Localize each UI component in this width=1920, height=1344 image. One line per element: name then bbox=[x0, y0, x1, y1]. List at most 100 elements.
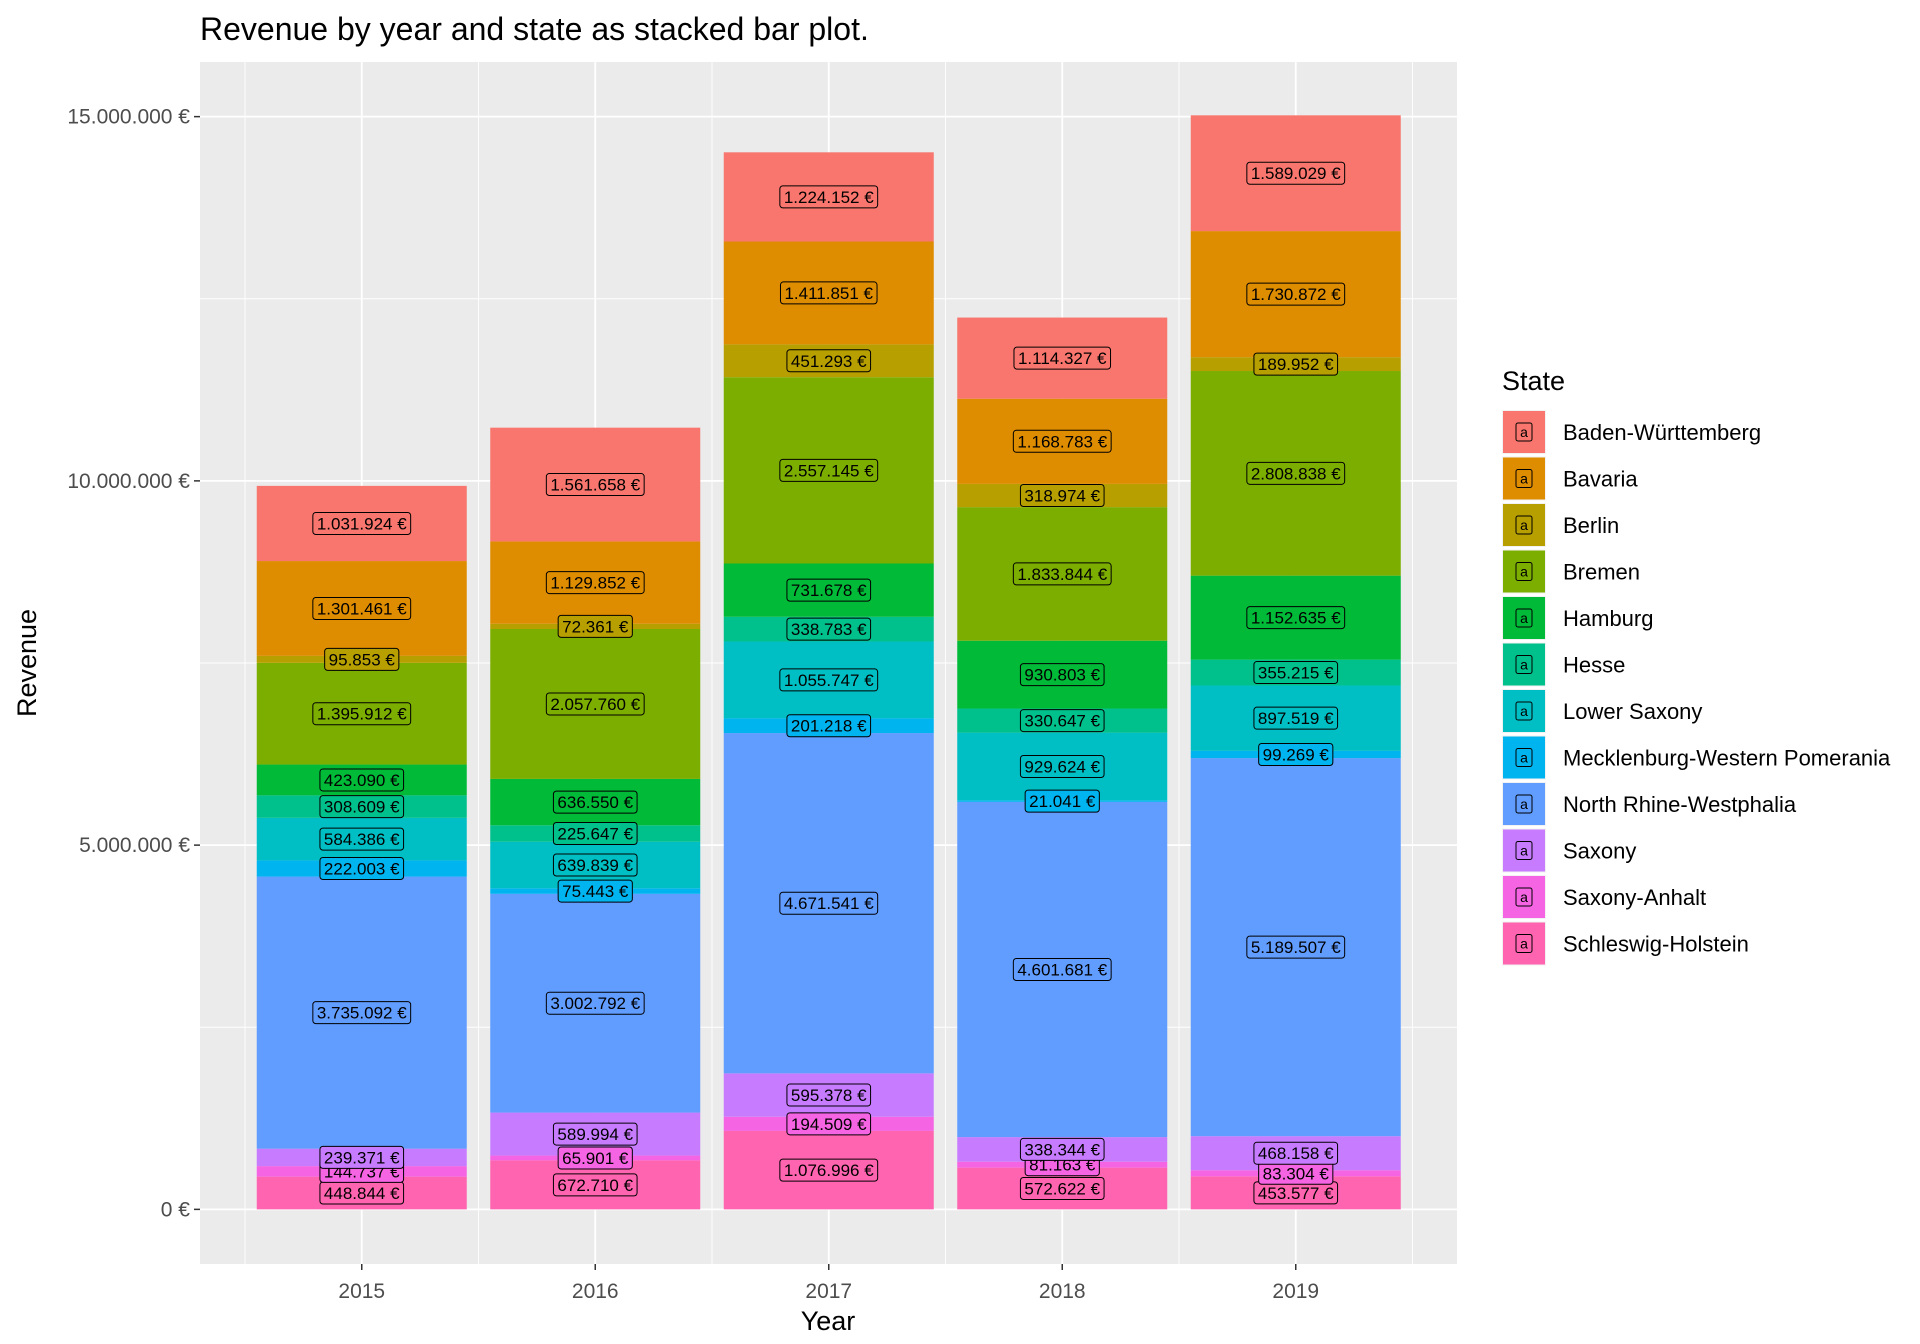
data-label-text: 3.735.092 € bbox=[317, 1004, 407, 1023]
legend-item: a Baden-Württemberg bbox=[1502, 410, 1761, 454]
data-label-text: 1.114.327 € bbox=[1018, 349, 1107, 368]
legend-key-label-box bbox=[1515, 934, 1533, 953]
x-tick-label: 2015 bbox=[338, 1280, 385, 1303]
data-label-text: 1.129.852 € bbox=[550, 574, 640, 593]
data-label-box bbox=[557, 879, 633, 903]
data-label-box bbox=[552, 790, 638, 814]
data-label-text: 672.710 € bbox=[557, 1176, 633, 1195]
data-label-box bbox=[779, 458, 879, 482]
data-label-text: 2.057.760 € bbox=[550, 695, 640, 714]
data-label-box bbox=[786, 617, 872, 641]
data-label-box bbox=[319, 795, 405, 819]
data-label: 453.577 € bbox=[1253, 1181, 1339, 1205]
legend-label: Lower Saxony bbox=[1563, 699, 1702, 724]
data-label: 929.624 € bbox=[1019, 754, 1105, 778]
legend-label: Hesse bbox=[1563, 653, 1625, 678]
data-label-box bbox=[786, 349, 872, 373]
data-label-box bbox=[1012, 429, 1112, 453]
data-label-box bbox=[779, 185, 879, 209]
data-label: 72.361 € bbox=[557, 614, 633, 638]
legend-key-label-box bbox=[1515, 515, 1533, 535]
data-label-box bbox=[319, 1145, 405, 1169]
axes: 0 € 5.000.000 € 10.000.000 € 15.000.000 € 20… bbox=[67, 106, 1319, 1303]
data-label-box bbox=[1258, 742, 1334, 766]
legend-item: a Saxony bbox=[1502, 828, 1636, 873]
data-label-text: 1.561.658 € bbox=[550, 476, 640, 495]
y-axis-title: Revenue bbox=[12, 609, 42, 717]
data-label: 1.730.872 € bbox=[1246, 282, 1346, 306]
legend-key-label-box bbox=[1515, 748, 1533, 767]
data-label: 330.647 € bbox=[1019, 709, 1105, 733]
data-label-box bbox=[1012, 957, 1112, 981]
data-label-text: 318.974 € bbox=[1024, 487, 1100, 506]
data-label-text: 1.833.844 € bbox=[1017, 565, 1107, 584]
data-label: 318.974 € bbox=[1019, 484, 1105, 508]
data-label-box bbox=[1019, 1177, 1105, 1201]
data-label-text: 65.901 € bbox=[562, 1149, 629, 1168]
data-label-box bbox=[319, 768, 405, 792]
x-tick-label: 2019 bbox=[1272, 1280, 1319, 1303]
legend-label: Baden-Württemberg bbox=[1563, 420, 1761, 445]
legend-key-glyph: a bbox=[1520, 564, 1528, 580]
legend-key-swatch bbox=[1503, 736, 1545, 779]
legend-item: a Bavaria bbox=[1502, 456, 1638, 501]
data-label: 4.601.681 € bbox=[1012, 957, 1112, 981]
legend-key-swatch bbox=[1503, 411, 1545, 453]
data-label-text: 21.041 € bbox=[1029, 792, 1096, 811]
x-tick-label: 2018 bbox=[1039, 1280, 1086, 1303]
data-label-box bbox=[1012, 562, 1112, 586]
legend-item: a Mecklenburg-Western Pomerania bbox=[1502, 735, 1891, 780]
data-label-box bbox=[779, 668, 879, 692]
data-label-text: 423.090 € bbox=[324, 771, 400, 790]
legend-key-swatch bbox=[1503, 876, 1545, 918]
legend-label: North Rhine-Westphalia bbox=[1563, 792, 1797, 817]
data-label-text: 589.994 € bbox=[557, 1125, 633, 1144]
data-label: 595.378 € bbox=[786, 1083, 872, 1107]
data-label: 930.803 € bbox=[1019, 663, 1105, 687]
data-label-text: 201.218 € bbox=[791, 717, 867, 736]
data-label-text: 75.443 € bbox=[562, 882, 629, 901]
data-label: 1.055.747 € bbox=[779, 668, 879, 692]
data-label: 3.735.092 € bbox=[312, 1001, 412, 1025]
data-label-text: 2.808.838 € bbox=[1251, 464, 1341, 483]
data-label-box bbox=[312, 511, 412, 535]
data-label-box bbox=[786, 1112, 872, 1136]
legend-label: Mecklenburg-Western Pomerania bbox=[1563, 746, 1891, 771]
data-label-box bbox=[1019, 663, 1105, 687]
data-label-box bbox=[319, 827, 405, 851]
data-label: 308.609 € bbox=[319, 795, 405, 819]
legend-label: Hamburg bbox=[1563, 606, 1653, 631]
data-label-text: 308.609 € bbox=[324, 798, 400, 817]
data-label: 589.994 € bbox=[552, 1122, 638, 1146]
data-label-text: 636.550 € bbox=[557, 793, 633, 812]
legend-key-label-box bbox=[1515, 841, 1533, 860]
legend-key-label-box bbox=[1515, 701, 1533, 721]
data-label-box bbox=[1019, 484, 1105, 508]
data-label-text: 1.152.635 € bbox=[1251, 609, 1341, 628]
legend-key-swatch bbox=[1503, 504, 1545, 546]
y-tick-label: 5.000.000 € bbox=[79, 834, 190, 857]
data-label-text: 584.386 € bbox=[324, 830, 400, 849]
legend-key-glyph: a bbox=[1520, 424, 1528, 440]
data-label-box bbox=[1253, 706, 1339, 730]
data-label-text: 468.158 € bbox=[1258, 1144, 1334, 1163]
data-label: 451.293 € bbox=[786, 349, 872, 373]
data-label-text: 4.601.681 € bbox=[1017, 960, 1107, 979]
data-label: 1.152.635 € bbox=[1246, 606, 1346, 630]
legend-key-swatch bbox=[1503, 457, 1545, 500]
data-label: 1.114.327 € bbox=[1013, 346, 1112, 370]
data-label: 75.443 € bbox=[557, 879, 633, 903]
data-label-text: 189.952 € bbox=[1258, 355, 1334, 374]
data-label: 338.783 € bbox=[786, 617, 872, 641]
data-label-text: 5.189.507 € bbox=[1251, 938, 1341, 957]
data-label: 1.168.783 € bbox=[1012, 429, 1112, 453]
data-label-text: 330.647 € bbox=[1024, 712, 1100, 731]
data-label: 672.710 € bbox=[552, 1173, 638, 1197]
x-tick-label: 2016 bbox=[572, 1280, 619, 1303]
legend-key-glyph: a bbox=[1520, 936, 1528, 952]
legend-item: a Hesse bbox=[1502, 642, 1625, 687]
data-label-box bbox=[1013, 346, 1112, 370]
legend-key-glyph: a bbox=[1520, 703, 1528, 719]
legend-key-swatch bbox=[1503, 550, 1545, 593]
